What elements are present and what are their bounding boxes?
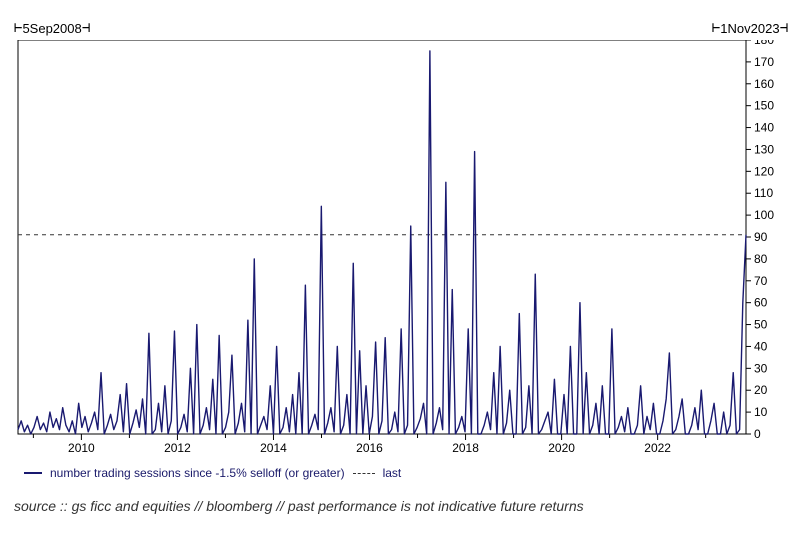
svg-text:2020: 2020 — [548, 441, 575, 455]
svg-text:80: 80 — [754, 252, 768, 266]
svg-text:140: 140 — [754, 121, 774, 135]
chart-legend: number trading sessions since -1.5% sell… — [24, 466, 401, 480]
svg-text:110: 110 — [754, 186, 773, 200]
svg-text:150: 150 — [754, 99, 774, 113]
start-date-token: ⊢ 5Sep2008 ⊣ — [14, 20, 90, 36]
start-date-label: 5Sep2008 — [22, 21, 81, 36]
date-range-bar: ⊢ 5Sep2008 ⊣ ⊢ 1Nov2023 ⊣ — [14, 20, 788, 36]
legend-last-label: last — [383, 466, 402, 480]
svg-text:2012: 2012 — [164, 441, 191, 455]
svg-text:180: 180 — [754, 40, 774, 47]
svg-text:10: 10 — [754, 405, 768, 419]
end-date-token: ⊢ 1Nov2023 ⊣ — [712, 20, 788, 36]
legend-line-swatch — [24, 472, 42, 474]
svg-text:0: 0 — [754, 427, 761, 441]
svg-text:100: 100 — [754, 208, 774, 222]
bracket-right: ⊣ — [82, 20, 90, 36]
source-caption: source :: gs ficc and equities // bloomb… — [14, 498, 584, 514]
svg-text:160: 160 — [754, 77, 774, 91]
bracket-left: ⊢ — [14, 20, 22, 36]
svg-text:2022: 2022 — [644, 441, 671, 455]
line-chart-svg: 0 10 20 30 40 50 60 70 80 90 100 110 120 130 140 150 160… — [14, 40, 788, 456]
svg-text:40: 40 — [754, 339, 768, 353]
svg-text:50: 50 — [754, 318, 768, 332]
svg-text:2014: 2014 — [260, 441, 287, 455]
end-date-label: 1Nov2023 — [720, 21, 779, 36]
svg-text:120: 120 — [754, 164, 774, 178]
svg-text:130: 130 — [754, 142, 774, 156]
legend-dash-swatch — [353, 473, 375, 474]
svg-text:90: 90 — [754, 230, 768, 244]
chart-area: 0 10 20 30 40 50 60 70 80 90 100 110 120 130 140 150 160… — [14, 40, 788, 456]
svg-text:170: 170 — [754, 55, 774, 69]
bracket-left: ⊢ — [712, 20, 720, 36]
svg-text:60: 60 — [754, 296, 768, 310]
bracket-right: ⊣ — [780, 20, 788, 36]
svg-text:70: 70 — [754, 274, 768, 288]
svg-text:2016: 2016 — [356, 441, 383, 455]
svg-text:2010: 2010 — [68, 441, 95, 455]
legend-main-label: number trading sessions since -1.5% sell… — [50, 466, 345, 480]
svg-text:20: 20 — [754, 383, 768, 397]
svg-text:2018: 2018 — [452, 441, 479, 455]
svg-text:30: 30 — [754, 361, 768, 375]
